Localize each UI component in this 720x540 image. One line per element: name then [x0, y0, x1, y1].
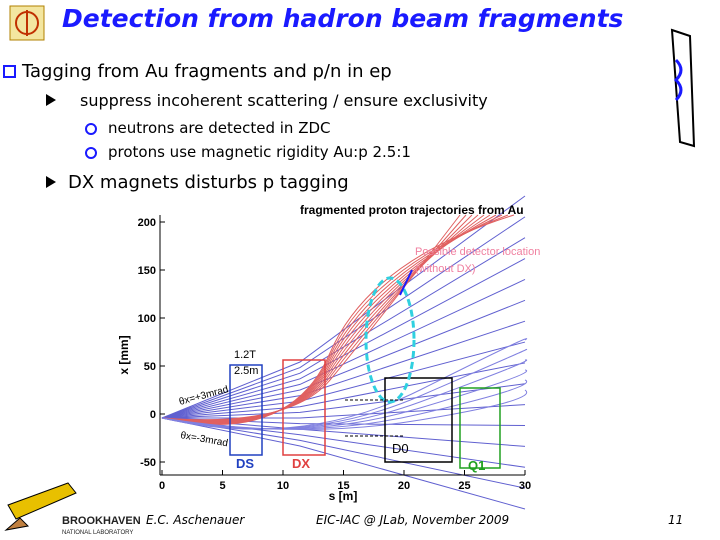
trajectory — [162, 404, 526, 419]
bullet-ring — [85, 147, 97, 159]
bullet: Tagging from Au fragments and p/n in ep — [22, 61, 392, 82]
trajectory — [161, 214, 485, 423]
trajectory — [161, 338, 528, 430]
pencil-icon — [4, 482, 77, 531]
y-tick-label: 150 — [138, 265, 156, 277]
trajectory — [161, 214, 491, 423]
bullet: protons use magnetic rigidity Au:p 2.5:1 — [108, 143, 411, 161]
footer-author: E.C. Aschenauer — [146, 513, 245, 527]
y-tick-label: 100 — [138, 313, 156, 325]
trajectory — [161, 214, 479, 422]
y-label: x [mm] — [117, 335, 131, 374]
trajectories — [161, 195, 528, 510]
trajectory — [161, 279, 526, 419]
y-tick-label: 50 — [144, 361, 156, 373]
x-tick-label: 30 — [519, 480, 531, 492]
x-tick-label: 0 — [159, 480, 165, 492]
bullet-arrow — [46, 94, 56, 106]
footer-logo-sub: NATIONAL LABORATORY — [62, 530, 133, 536]
footer-page: 11 — [668, 513, 684, 527]
field-label: 1.2T — [234, 349, 256, 361]
length-label: 2.5m — [234, 365, 258, 377]
q1-label: Q1 — [468, 458, 485, 473]
trajectory — [161, 237, 526, 419]
trajectory — [161, 216, 526, 419]
detector-label: Possible detector location — [415, 246, 540, 258]
bullet-arrow — [46, 176, 56, 188]
bullet-box — [3, 65, 16, 78]
trajectory — [161, 214, 473, 422]
trajectory — [161, 214, 497, 424]
x-label: s [m] — [329, 489, 358, 503]
x-tick-label: 15 — [337, 480, 349, 492]
ds-magnet — [229, 364, 263, 456]
y-tick-label: 200 — [138, 217, 156, 229]
q1-magnet — [459, 387, 501, 469]
y-tick-label: 0 — [150, 409, 156, 421]
trajectory — [161, 258, 526, 419]
trajectory — [161, 214, 515, 425]
footer-logo: BROOKHAVEN — [62, 515, 141, 527]
bullet-ring — [85, 123, 97, 135]
trajectory — [161, 214, 503, 424]
ds-label: DS — [236, 456, 254, 471]
bullet: DX magnets disturbs p tagging — [68, 172, 349, 193]
x-tick-label: 5 — [219, 480, 225, 492]
trajectory — [161, 383, 526, 419]
bullet: suppress incoherent scattering / ensure … — [80, 91, 488, 110]
detector-region — [364, 276, 416, 404]
figure-title: fragmented proton trajectories from Au — [300, 203, 524, 217]
decoration — [673, 58, 683, 102]
footer-event: EIC-IAC @ JLab, November 2009 — [316, 513, 510, 527]
y-tick-label: -50 — [140, 457, 156, 469]
x-tick-label: 25 — [458, 480, 470, 492]
bullet: neutrons are detected in ZDC — [108, 119, 331, 137]
x-tick-label: 10 — [277, 480, 289, 492]
x-tick-label: 20 — [398, 480, 410, 492]
dx-magnet — [282, 359, 326, 456]
trajectory — [161, 214, 509, 425]
detector-note: (without DX) — [415, 263, 476, 275]
slide-title: Detection from hadron beam fragments — [62, 4, 624, 33]
pointer-arrow — [399, 269, 413, 296]
trajectory — [161, 195, 526, 419]
dx-label: DX — [292, 456, 310, 471]
decoration — [670, 28, 696, 148]
d0-magnet — [384, 377, 453, 463]
trajectory — [161, 417, 526, 510]
trajectory — [161, 299, 526, 419]
d0-label: D0 — [392, 441, 409, 456]
